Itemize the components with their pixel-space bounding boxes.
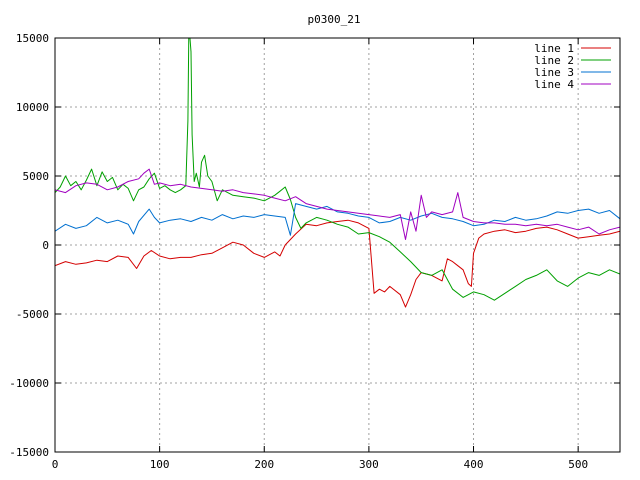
x-tick-label: 200: [254, 458, 274, 471]
y-tick-label: 0: [42, 239, 49, 252]
y-tick-label: -10000: [9, 377, 49, 390]
x-tick-label: 300: [359, 458, 379, 471]
series-line-4: [55, 168, 620, 240]
legend-label: line 2: [534, 54, 574, 67]
x-tick-label: 400: [464, 458, 484, 471]
chart-title: p0300_21: [308, 13, 361, 26]
series-layer: [55, 38, 620, 308]
y-tick-label: 5000: [23, 170, 50, 183]
legend-label: line 3: [534, 66, 574, 79]
x-tick-label: 100: [150, 458, 170, 471]
grid: [55, 38, 620, 452]
y-tick-label: -5000: [16, 308, 49, 321]
y-tick-label: 15000: [16, 32, 49, 45]
series-line-1: [55, 219, 620, 308]
y-tick-label: 10000: [16, 101, 49, 114]
x-tick-label: 0: [52, 458, 59, 471]
axis-ticks: 0 100 200 300 400 500 15000 10000 5000 0 -5000 -100…: [9, 32, 620, 471]
series-line-3: [55, 203, 620, 236]
series-line-2: [55, 38, 620, 301]
legend-label: line 1: [534, 42, 574, 55]
y-tick-label: -15000: [9, 446, 49, 459]
x-tick-label: 500: [568, 458, 588, 471]
legend-label: line 4: [534, 78, 574, 91]
